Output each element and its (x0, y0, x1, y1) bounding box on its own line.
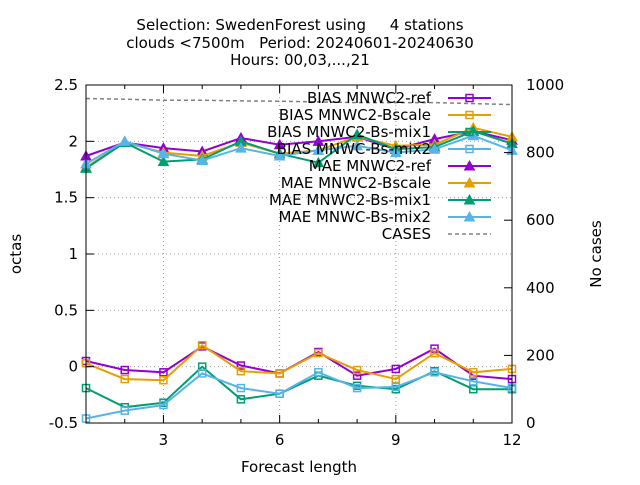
data-point (351, 128, 363, 140)
y-axis-label: octas (7, 234, 25, 274)
data-point (352, 365, 362, 375)
series-1 (81, 341, 517, 385)
y-tick-label: 2.5 (54, 76, 78, 94)
data-point (120, 374, 129, 384)
legend-label: MAE MNWC-Bs-mix2 (278, 208, 431, 226)
data-point (391, 382, 401, 392)
legend-marker (463, 159, 476, 171)
series-2 (81, 362, 517, 412)
data-point (159, 400, 168, 410)
legend-marker (465, 93, 474, 103)
x-tick-label: 3 (159, 431, 169, 449)
y-tick-label: 0.5 (54, 301, 78, 319)
x-axis-label: Forecast length (241, 458, 357, 476)
data-point (314, 368, 323, 377)
series-line (85, 365, 512, 409)
series-line (85, 134, 513, 165)
y-tick-label: 1.5 (54, 189, 78, 207)
data-point (275, 389, 284, 398)
data-point (197, 369, 207, 378)
legend-label: MAE MNWC2-Bscale (281, 174, 431, 192)
series-line (85, 371, 513, 420)
data-point (391, 364, 401, 374)
y-tick-label: 2 (68, 132, 78, 150)
data-point (236, 361, 246, 370)
data-point (314, 348, 323, 358)
axis-ticks: -0.5 0 0.5 1 1.5 2 2.5 3 6 9 12 0 200 400 600 800 1000 (49, 76, 564, 449)
y2-tick-label: 0 (526, 414, 536, 432)
series-line (85, 130, 513, 170)
legend-marker (465, 127, 474, 137)
data-point (469, 368, 478, 377)
data-point (235, 142, 247, 153)
x-tick-label: 9 (391, 431, 401, 449)
legend-marker (465, 110, 474, 120)
chart-title-line-2: clouds <7500m Period: 20240601-20240630 (126, 34, 474, 52)
chart-title-line-1: Selection: SwedenForest using 4 stations (136, 16, 463, 34)
legend-label: BIAS MNWC2-Bs-mix1 (267, 123, 431, 141)
x-tick-label: 6 (275, 431, 285, 449)
data-point (391, 374, 401, 384)
data-point (275, 369, 284, 378)
data-point (389, 146, 402, 158)
data-point (428, 143, 441, 154)
legend-label: MAE MNWC2-Bs-mix1 (269, 191, 431, 209)
y2-tick-label: 600 (526, 211, 555, 229)
y-tick-label: -0.5 (49, 414, 78, 432)
legend-label: BIAS MNWC-Bs-mix2 (277, 140, 431, 158)
series-line (85, 130, 513, 157)
legend-label: CASES (382, 225, 431, 243)
data-point (236, 395, 246, 404)
y2-tick-label: 800 (526, 144, 555, 162)
data-point (469, 377, 478, 386)
y-tick-label: 1 (68, 245, 78, 263)
legend-label: MAE MNWC2-ref (309, 157, 432, 175)
data-point (236, 383, 246, 393)
data-point (351, 139, 363, 151)
data-point (352, 383, 362, 393)
data-point (196, 154, 209, 165)
x-tick-label: 12 (502, 431, 521, 449)
data-point (236, 366, 246, 376)
data-point (430, 348, 439, 358)
y2-axis-label: No cases (587, 220, 605, 288)
legend-marker (465, 144, 474, 154)
series-3 (81, 368, 517, 423)
data-point (120, 365, 129, 375)
data-point (157, 155, 170, 167)
series-8 (85, 97, 513, 106)
series-7 (80, 129, 518, 169)
y2-tick-label: 1000 (526, 76, 564, 94)
series-layer (80, 121, 518, 423)
legend-marker (463, 176, 476, 188)
legend-label: BIAS MNWC2-Bscale (279, 106, 431, 124)
y2-tick-label: 200 (526, 346, 555, 364)
chart-title: Selection: SwedenForest using 4 stations… (126, 16, 474, 69)
data-point (312, 156, 325, 168)
data-point (159, 375, 168, 385)
series-line (85, 344, 513, 382)
data-point (469, 384, 478, 394)
chart-title-line-3: Hours: 00,03,...,21 (230, 51, 370, 69)
data-point (120, 406, 129, 415)
legend-label: BIAS MNWC2-ref (307, 89, 432, 107)
y-tick-label: 0 (68, 358, 78, 376)
data-point (352, 371, 362, 380)
legend-marker (463, 193, 476, 205)
data-point (430, 368, 439, 377)
data-point (273, 149, 286, 161)
y2-tick-label: 400 (526, 279, 555, 297)
data-point (312, 144, 325, 155)
data-point (118, 135, 131, 146)
series-line (85, 97, 513, 106)
legend-marker (463, 210, 476, 222)
data-point (159, 368, 168, 377)
data-point (197, 341, 207, 350)
data-point (157, 147, 170, 159)
cases-series (85, 97, 513, 106)
